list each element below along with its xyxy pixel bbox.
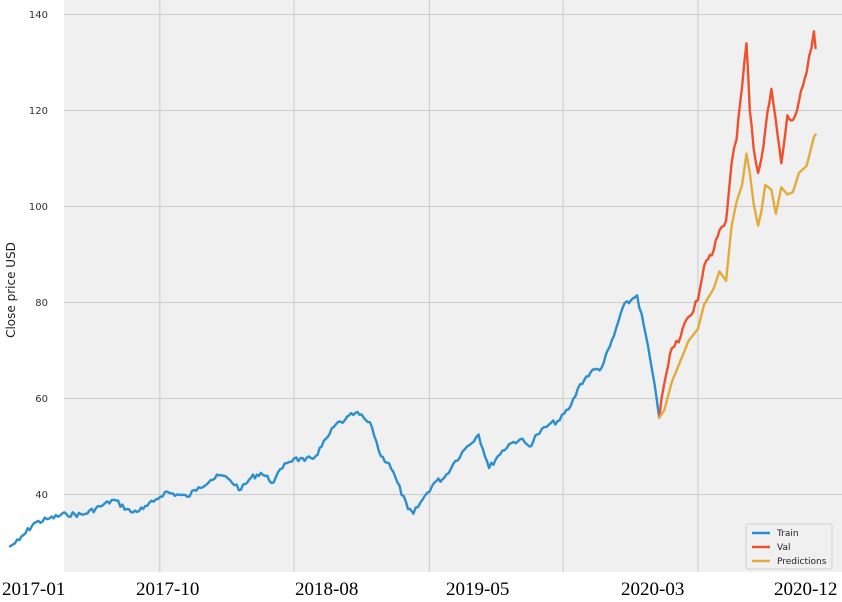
y-tick-label: 60: [35, 394, 48, 405]
x-tick-label: 2017-10: [136, 579, 199, 600]
x-tick-label: 2018-08: [295, 579, 358, 600]
x-tick-labels: 2017-01 2017-10 2018-08 2019-05 2020-03 2020-…: [2, 579, 837, 600]
legend-label: Predictions: [777, 557, 827, 567]
series-line-train: [8, 294, 661, 548]
y-tick-label: 80: [35, 298, 48, 309]
y-tick-label: 120: [29, 106, 48, 117]
x-tick-label: 2019-05: [446, 579, 509, 600]
grid: [64, 0, 842, 572]
y-tick-label: 40: [35, 490, 48, 501]
x-tick-label: 2020-12: [774, 579, 837, 600]
legend-label: Train: [776, 529, 799, 539]
x-tick-label: 2017-01: [2, 579, 65, 600]
legend-label: Val: [777, 543, 790, 553]
plot-background: [64, 0, 842, 572]
y-axis-label: Close price USD: [4, 242, 18, 338]
series-line-predictions: [658, 133, 817, 419]
legend-box: [745, 523, 833, 570]
y-tick-label: 140: [29, 10, 48, 21]
y-tick-labels: 40 60 80 100 120 140: [29, 10, 48, 501]
series-lines: [8, 30, 817, 548]
y-tick-label: 100: [29, 202, 48, 213]
x-tick-label: 2020-03: [621, 579, 684, 600]
series-line-val: [658, 30, 817, 419]
legend: Train Val Predictions: [745, 523, 833, 570]
